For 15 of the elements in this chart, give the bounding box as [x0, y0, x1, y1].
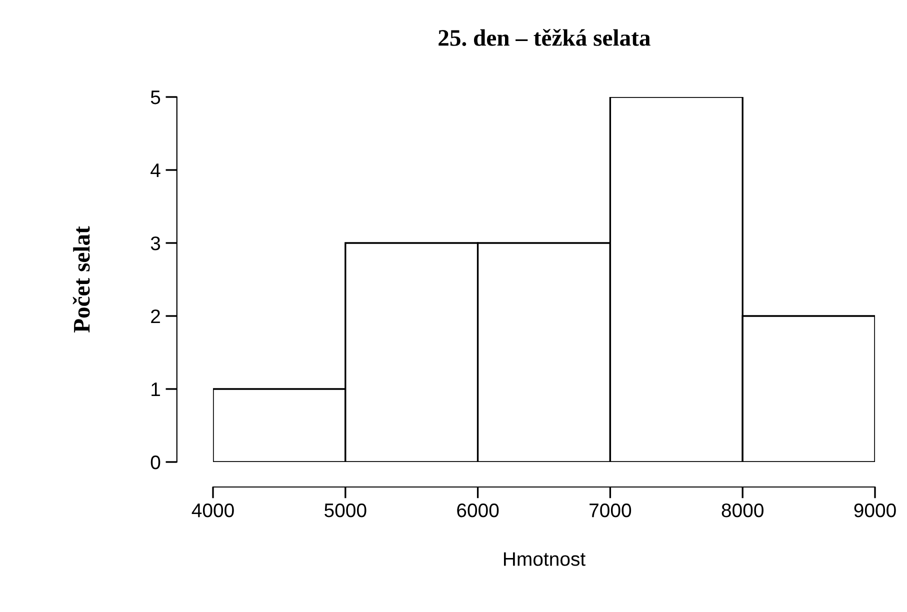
x-tick-label: 7000: [590, 503, 632, 518]
y-axis-title: Počet selat: [72, 226, 90, 333]
chart-title: 25. den – těžká selata: [438, 29, 650, 46]
x-tick-label: 6000: [457, 503, 499, 518]
x-tick-label: 5000: [324, 503, 366, 518]
y-tick-label: 0: [150, 455, 160, 470]
x-axis-title: Hmotnost: [504, 552, 586, 566]
y-tick-label: 5: [150, 90, 160, 104]
x-tick-label: 8000: [722, 503, 764, 518]
x-tick-label: 4000: [192, 503, 234, 518]
y-tick-label: 1: [152, 382, 160, 396]
y-tick-label: 4: [150, 164, 160, 178]
x-tick-label: 9000: [854, 503, 896, 518]
y-tick-label: 3: [150, 236, 160, 250]
y-tick-label: 2: [151, 309, 160, 324]
